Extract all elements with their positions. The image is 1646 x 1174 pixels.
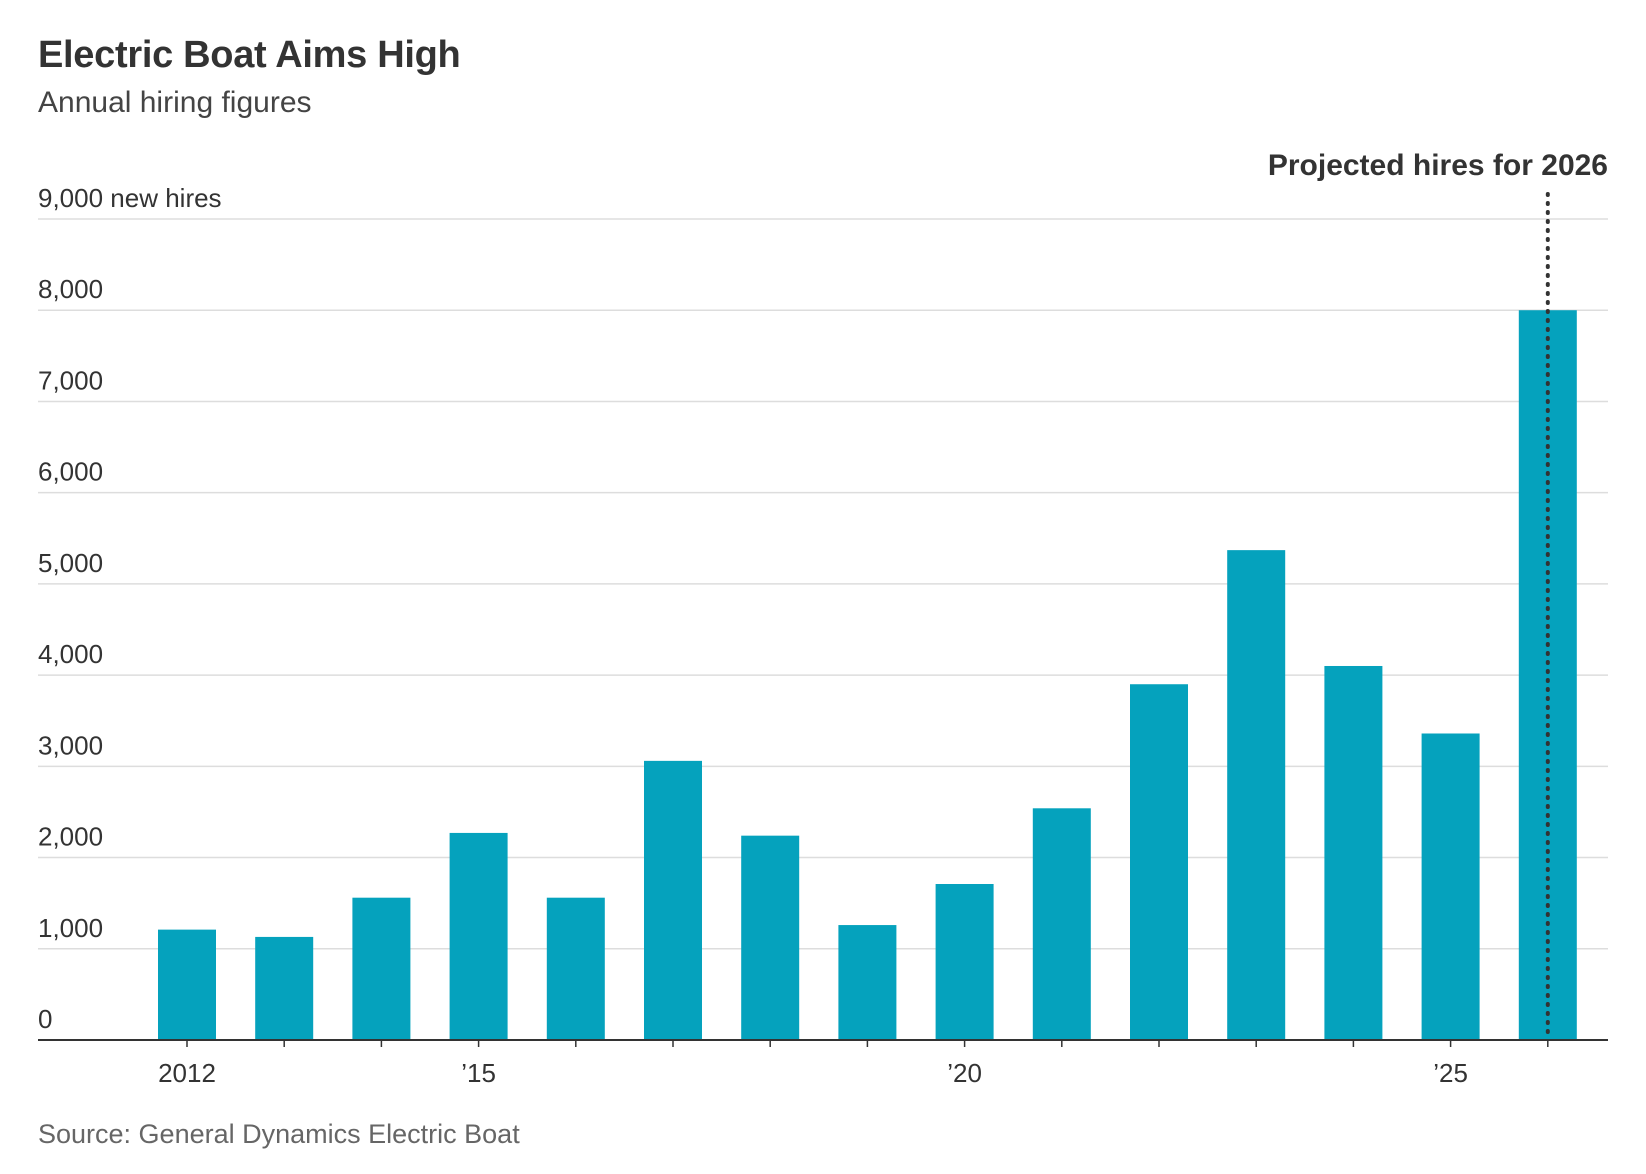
- x-tick-label: 2012: [158, 1058, 216, 1088]
- y-tick-label: 3,000: [38, 730, 103, 760]
- y-tick-label: 8,000: [38, 274, 103, 304]
- source-note: Source: General Dynamics Electric Boat: [38, 1119, 520, 1149]
- annotation: Projected hires for 2026: [1268, 149, 1608, 1042]
- chart-title: Electric Boat Aims High: [38, 34, 461, 76]
- y-tick-label: 2,000: [38, 822, 103, 852]
- y-tick-label: 1,000: [38, 913, 103, 943]
- x-tick-label: ’25: [1433, 1058, 1468, 1088]
- bar-2026: [1518, 310, 1577, 1040]
- x-tick-label: ’20: [947, 1058, 982, 1088]
- y-tick-label: 4,000: [38, 639, 103, 669]
- bar-2022: [1130, 684, 1188, 1040]
- y-tick-label: 0: [38, 1004, 52, 1034]
- axes: [38, 1039, 1608, 1047]
- bar-2012: [158, 929, 216, 1040]
- bar-2019: [838, 925, 897, 1040]
- tick-labels: 0 1,000 2,000 3,000 4,000 5,000 6,000 7,000 8,00…: [38, 183, 1468, 1088]
- bars: [158, 310, 1577, 1040]
- x-tick-label: ’15: [461, 1058, 496, 1088]
- bar-2023: [1227, 550, 1286, 1040]
- chart-subtitle: Annual hiring figures: [38, 86, 312, 119]
- bar-2013: [255, 936, 314, 1040]
- y-tick-label: 6,000: [38, 457, 103, 487]
- projection-annotation: Projected hires for 2026: [1268, 149, 1608, 182]
- bar-2016: [546, 897, 605, 1040]
- bar-2020: [935, 884, 994, 1040]
- bar-2014: [352, 897, 411, 1040]
- bar-2024: [1324, 665, 1383, 1040]
- bar-2015: [449, 832, 508, 1040]
- bar-2025: [1421, 733, 1480, 1040]
- y-tick-label: 7,000: [38, 365, 103, 395]
- bar-2018: [741, 835, 800, 1040]
- y-tick-label: 9,000 new hires: [38, 183, 222, 213]
- bar-2021: [1032, 808, 1091, 1040]
- bar-2017: [644, 760, 702, 1040]
- y-tick-label: 5,000: [38, 548, 103, 578]
